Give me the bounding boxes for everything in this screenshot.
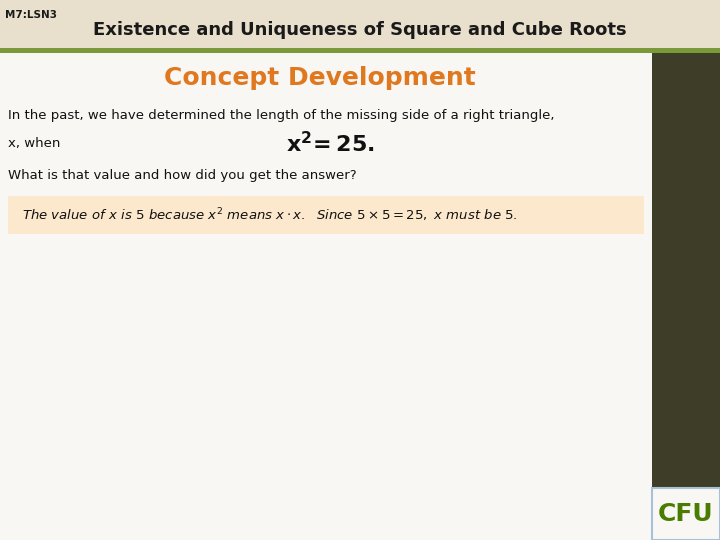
Text: CFU: CFU <box>658 502 714 526</box>
Text: Concept Development: Concept Development <box>164 66 476 90</box>
Bar <box>652 53 720 488</box>
Text: x, when: x, when <box>8 137 60 150</box>
Text: In the past, we have determined the length of the missing side of a right triang: In the past, we have determined the leng… <box>8 109 554 122</box>
Text: $\it{The\ value\ of}\ x\ \it{is\ 5\ because}\ x^2\ \it{means}\ x \cdot x.\ \ \it: $\it{The\ value\ of}\ x\ \it{is\ 5\ beca… <box>22 206 518 224</box>
Bar <box>0 0 720 48</box>
Text: $\mathbf{x}^{\mathbf{2}}\!\mathbf{= 25.}$: $\mathbf{x}^{\mathbf{2}}\!\mathbf{= 25.}… <box>286 132 374 158</box>
Text: M7:LSN3: M7:LSN3 <box>5 10 57 20</box>
Text: What is that value and how did you get the answer?: What is that value and how did you get t… <box>8 168 356 181</box>
Text: Existence and Uniqueness of Square and Cube Roots: Existence and Uniqueness of Square and C… <box>93 21 627 39</box>
Bar <box>652 488 720 540</box>
Bar <box>0 48 720 53</box>
Bar <box>8 196 644 234</box>
Bar <box>652 488 720 540</box>
